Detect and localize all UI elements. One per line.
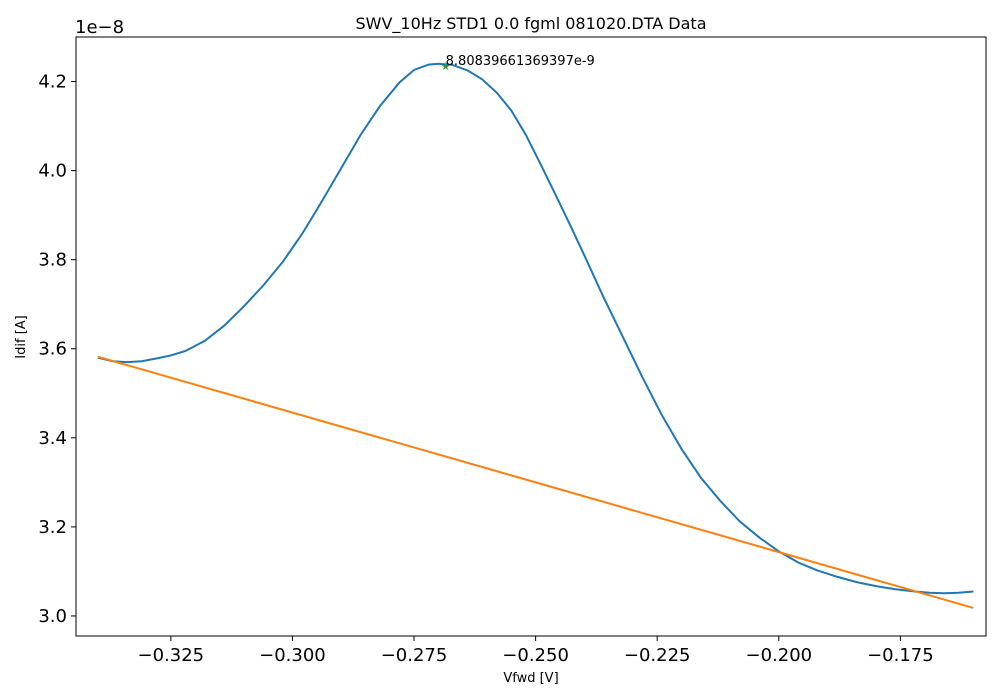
x-tick-label: −0.225 xyxy=(624,645,691,666)
y-axis-label: Idif [A] xyxy=(14,315,29,358)
x-tick-label: −0.200 xyxy=(745,645,812,666)
y-tick-label: 3.4 xyxy=(38,428,67,449)
y-tick-label: 4.0 xyxy=(38,161,67,182)
y-tick-label: 4.2 xyxy=(38,72,67,93)
peak-marker: ★ xyxy=(441,60,451,73)
y-offset-label: 1e−8 xyxy=(75,17,124,38)
x-axis: −0.325 −0.300 −0.275 −0.250 −0.225 −0.200 −0.1… xyxy=(138,636,934,666)
y-tick-label: 3.0 xyxy=(38,606,67,627)
y-tick-label: 3.8 xyxy=(38,250,67,271)
plot-frame xyxy=(75,36,987,637)
x-axis-label: Vfwd [V] xyxy=(503,671,558,686)
x-tick-label: −0.175 xyxy=(867,645,934,666)
y-axis: 3.0 3.2 3.4 3.6 3.8 4.0 4.2 xyxy=(38,72,76,627)
plot-area: ★8.80839661369397e-9 xyxy=(97,54,974,609)
y-tick-label: 3.2 xyxy=(38,517,67,538)
chart-title: SWV_10Hz STD1 0.0 fgml 081020.DTA Data xyxy=(356,14,707,34)
series-line-baseline xyxy=(97,355,974,609)
x-tick-label: −0.275 xyxy=(381,645,448,666)
x-tick-label: −0.250 xyxy=(502,645,569,666)
x-tick-label: −0.325 xyxy=(138,645,205,666)
series-line-data xyxy=(97,62,974,595)
x-tick-label: −0.300 xyxy=(259,645,326,666)
peak-annotation: 8.80839661369397e-9 xyxy=(446,54,595,69)
y-tick-label: 3.6 xyxy=(38,339,67,360)
